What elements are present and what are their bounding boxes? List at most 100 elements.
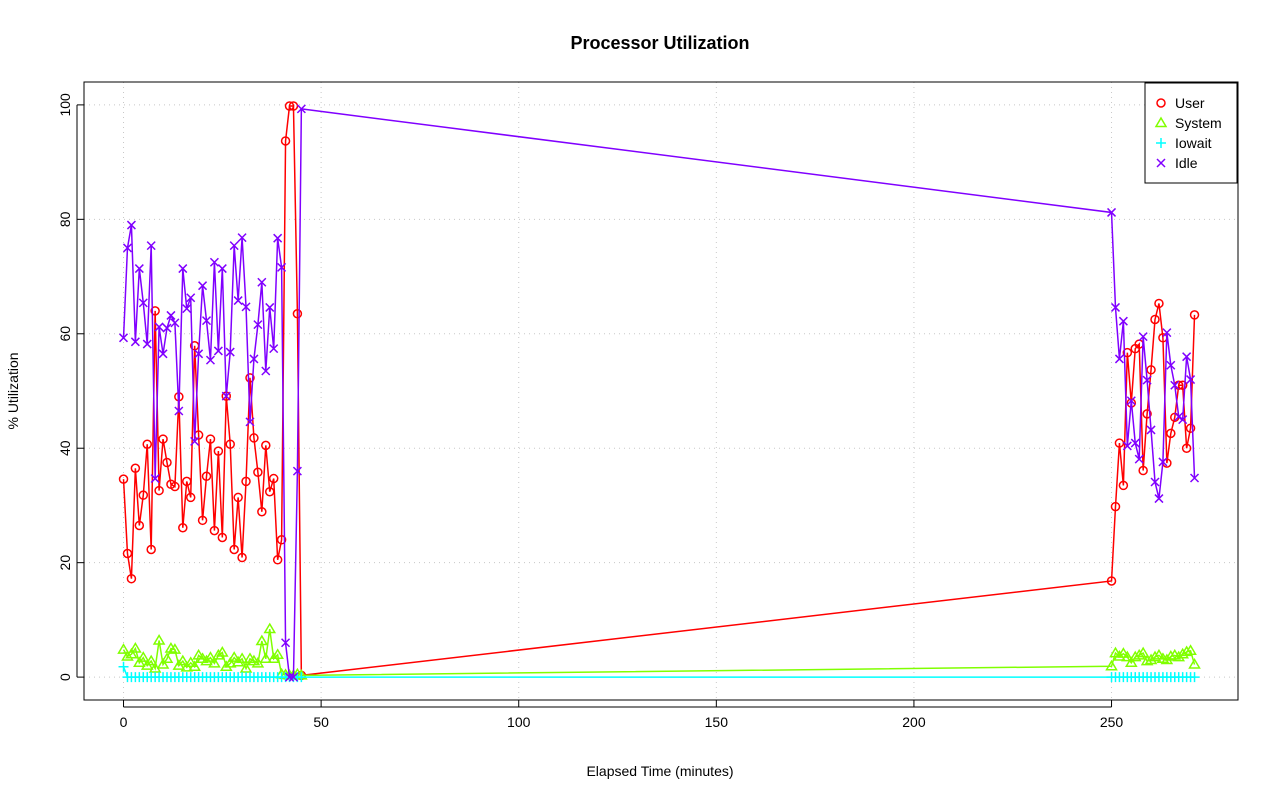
user-point xyxy=(264,486,275,497)
legend-iowait-label: Iowait xyxy=(1175,135,1212,151)
user-point xyxy=(268,473,279,484)
system-point xyxy=(1105,659,1118,671)
user-point xyxy=(1138,465,1148,476)
system-point xyxy=(1136,646,1150,658)
idle-point xyxy=(138,298,148,308)
user-point xyxy=(178,523,188,533)
user-point xyxy=(1122,347,1133,358)
system-point xyxy=(156,658,170,669)
idle-point xyxy=(225,347,235,357)
legend-user-icon xyxy=(1156,98,1166,108)
system-point xyxy=(1121,650,1134,662)
idle-point xyxy=(269,344,279,354)
legend: User System Iowait Idle xyxy=(1144,82,1238,184)
system-point xyxy=(1172,650,1186,662)
user-point xyxy=(1185,423,1196,433)
y-tick-label: 20 xyxy=(57,555,73,571)
system-point xyxy=(192,648,205,660)
system-point xyxy=(227,651,241,662)
idle-point xyxy=(134,264,144,274)
system-point xyxy=(176,654,190,666)
system-point xyxy=(1132,648,1146,660)
idle-point xyxy=(186,293,196,303)
user-point xyxy=(1118,480,1129,491)
system-point xyxy=(216,646,229,657)
user-point xyxy=(284,101,295,111)
system-point xyxy=(136,651,150,662)
user-point xyxy=(170,481,180,492)
user-point xyxy=(1106,576,1117,586)
legend-idle-label: Idle xyxy=(1175,155,1198,171)
idle-point xyxy=(245,417,255,427)
user-point xyxy=(1150,314,1160,325)
user-point xyxy=(201,471,212,482)
user-point xyxy=(209,525,220,536)
iowait-point xyxy=(296,672,307,683)
idle-point xyxy=(229,241,239,251)
plot-frame xyxy=(83,81,1239,701)
system-point xyxy=(1180,645,1193,657)
idle-point xyxy=(1150,477,1160,487)
user-point xyxy=(130,463,141,473)
idle-point xyxy=(1122,441,1132,451)
idle-point xyxy=(1186,375,1196,385)
user-point xyxy=(245,373,255,383)
idle-point xyxy=(130,337,140,347)
user-point xyxy=(122,548,133,559)
idle-point xyxy=(190,436,200,446)
idle-point xyxy=(281,638,291,648)
user-point xyxy=(185,492,196,503)
user-point xyxy=(237,552,247,563)
system-point xyxy=(263,622,277,634)
user-point xyxy=(1154,298,1164,309)
idle-point xyxy=(1146,425,1156,435)
user-point xyxy=(241,476,251,487)
idle-point xyxy=(221,391,231,401)
system-point xyxy=(219,660,233,672)
system-point xyxy=(259,652,273,664)
system-point xyxy=(1164,650,1178,661)
user-point xyxy=(134,520,145,531)
user-point xyxy=(292,309,303,319)
idle-point xyxy=(150,474,160,484)
idle-point xyxy=(1138,332,1148,342)
system-point xyxy=(188,660,201,672)
system-point xyxy=(125,647,138,659)
system-point xyxy=(271,648,284,660)
user-point xyxy=(1166,428,1176,439)
idle-point xyxy=(1158,457,1168,467)
system-point xyxy=(1184,644,1197,656)
user-point xyxy=(261,440,271,451)
user-point xyxy=(257,506,267,517)
idle-point xyxy=(1134,454,1144,464)
system-point xyxy=(184,656,198,668)
idle-point xyxy=(174,406,184,416)
user-point xyxy=(126,573,137,584)
system-point xyxy=(204,651,217,662)
system-point xyxy=(231,655,245,667)
idle-point xyxy=(1170,380,1180,390)
idle-point xyxy=(1178,415,1188,425)
system-point xyxy=(1109,646,1122,658)
user-point xyxy=(197,515,208,526)
user-point xyxy=(182,476,192,487)
x-axis-label: Elapsed Time (minutes) xyxy=(586,763,733,779)
user-point xyxy=(1177,380,1188,391)
idle-point xyxy=(288,672,298,682)
system-point xyxy=(133,656,146,668)
system-point xyxy=(239,662,253,673)
system-point xyxy=(1188,658,1201,669)
idle-point xyxy=(1130,438,1140,448)
user-point xyxy=(253,467,263,478)
user-point xyxy=(276,535,287,545)
legend-idle-icon xyxy=(1156,158,1166,168)
idle-point xyxy=(261,366,271,376)
idle-point xyxy=(118,333,129,343)
idle-point xyxy=(265,302,275,312)
grid xyxy=(84,82,1238,700)
idle-point xyxy=(233,296,243,306)
idle-point xyxy=(253,320,263,330)
system-point xyxy=(223,656,237,668)
user-point xyxy=(272,555,283,565)
legend-iowait-icon xyxy=(1156,138,1166,148)
